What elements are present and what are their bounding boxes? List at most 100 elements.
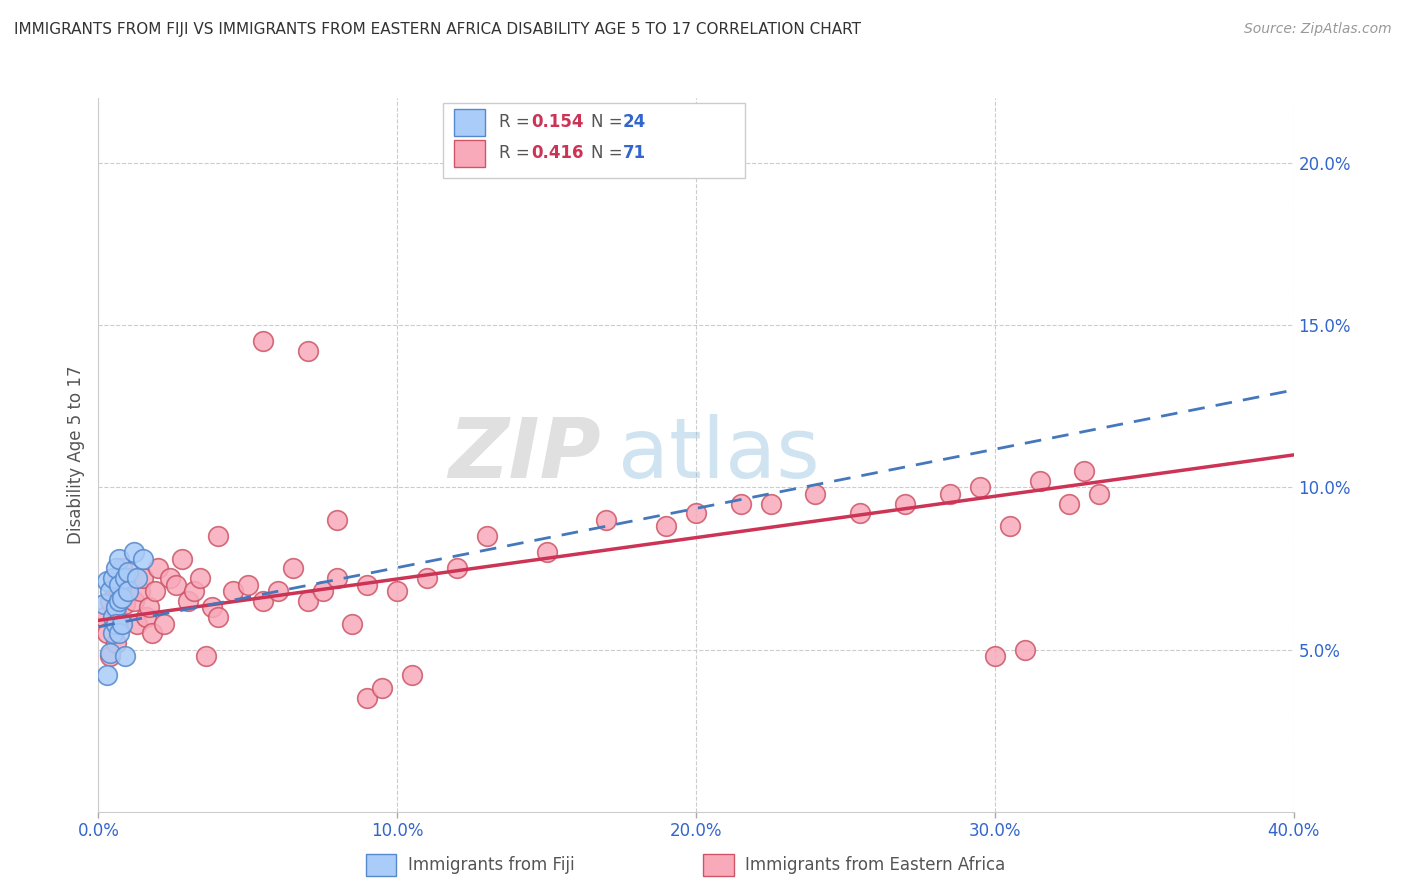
Point: [1059, 497, 1081, 511]
Point: [105, 636, 128, 650]
Point: [1014, 642, 1036, 657]
Text: 71: 71: [623, 145, 645, 162]
Point: [117, 577, 139, 591]
Point: [111, 616, 134, 631]
Text: 24: 24: [623, 113, 647, 131]
Point: [132, 571, 155, 585]
Point: [124, 545, 146, 559]
Point: [183, 584, 205, 599]
Text: 0.154: 0.154: [531, 113, 583, 131]
Point: [103, 626, 125, 640]
Point: [281, 561, 304, 575]
Point: [111, 561, 134, 575]
Point: [1073, 464, 1095, 478]
Point: [849, 506, 872, 520]
Point: [1028, 474, 1050, 488]
Point: [536, 545, 558, 559]
Text: ZIP: ZIP: [447, 415, 600, 495]
Point: [143, 584, 166, 599]
Point: [804, 487, 827, 501]
Text: IMMIGRANTS FROM FIJI VS IMMIGRANTS FROM EASTERN AFRICA DISABILITY AGE 5 TO 17 CO: IMMIGRANTS FROM FIJI VS IMMIGRANTS FROM …: [14, 22, 860, 37]
Point: [132, 551, 155, 566]
Point: [998, 519, 1021, 533]
Point: [98, 648, 122, 663]
Point: [172, 551, 194, 566]
Point: [730, 497, 752, 511]
Point: [120, 571, 142, 585]
Point: [93, 610, 115, 624]
Point: [103, 610, 125, 624]
Point: [103, 571, 125, 585]
Point: [356, 577, 378, 591]
Point: [105, 561, 128, 575]
Point: [267, 584, 290, 599]
Point: [165, 577, 187, 591]
Point: [475, 529, 498, 543]
Point: [111, 591, 134, 605]
Point: [984, 648, 1007, 663]
Point: [655, 519, 678, 533]
Point: [685, 506, 707, 520]
Point: [105, 604, 128, 618]
Point: [105, 616, 128, 631]
Point: [117, 565, 139, 579]
Point: [177, 594, 200, 608]
Text: R =: R =: [499, 145, 536, 162]
Point: [416, 571, 439, 585]
Point: [326, 513, 349, 527]
Point: [98, 584, 122, 599]
Text: atlas: atlas: [619, 415, 820, 495]
Point: [207, 610, 229, 624]
Text: Immigrants from Fiji: Immigrants from Fiji: [408, 856, 575, 874]
Point: [894, 497, 917, 511]
Point: [311, 584, 333, 599]
Point: [188, 571, 211, 585]
Point: [138, 600, 160, 615]
Point: [114, 597, 136, 611]
Point: [371, 681, 394, 696]
Point: [297, 594, 319, 608]
Point: [96, 574, 118, 589]
Point: [108, 584, 131, 599]
Text: N =: N =: [591, 145, 627, 162]
Point: [108, 551, 131, 566]
Point: [207, 529, 229, 543]
Point: [297, 344, 319, 359]
Point: [401, 668, 423, 682]
Point: [326, 571, 349, 585]
Point: [129, 584, 152, 599]
Point: [98, 594, 122, 608]
Point: [105, 600, 128, 615]
Point: [939, 487, 962, 501]
Point: [252, 594, 274, 608]
Point: [141, 626, 163, 640]
Point: [252, 334, 274, 349]
Y-axis label: Disability Age 5 to 17: Disability Age 5 to 17: [66, 366, 84, 544]
Point: [195, 648, 218, 663]
Point: [103, 577, 125, 591]
Point: [127, 571, 149, 585]
Point: [108, 594, 131, 608]
Point: [96, 668, 118, 682]
Point: [124, 594, 146, 608]
Point: [759, 497, 782, 511]
Point: [1088, 487, 1111, 501]
Point: [356, 691, 378, 706]
Point: [446, 561, 468, 575]
Point: [93, 597, 115, 611]
Point: [117, 584, 139, 599]
Point: [153, 616, 176, 631]
Text: N =: N =: [591, 113, 627, 131]
Point: [342, 616, 364, 631]
Point: [159, 571, 181, 585]
Text: 0.416: 0.416: [531, 145, 583, 162]
Text: Source: ZipAtlas.com: Source: ZipAtlas.com: [1244, 22, 1392, 37]
Point: [148, 561, 170, 575]
Point: [135, 610, 157, 624]
Text: R =: R =: [499, 113, 536, 131]
Point: [98, 646, 122, 660]
Text: Immigrants from Eastern Africa: Immigrants from Eastern Africa: [745, 856, 1005, 874]
Point: [96, 626, 118, 640]
Point: [222, 584, 245, 599]
Point: [108, 626, 131, 640]
